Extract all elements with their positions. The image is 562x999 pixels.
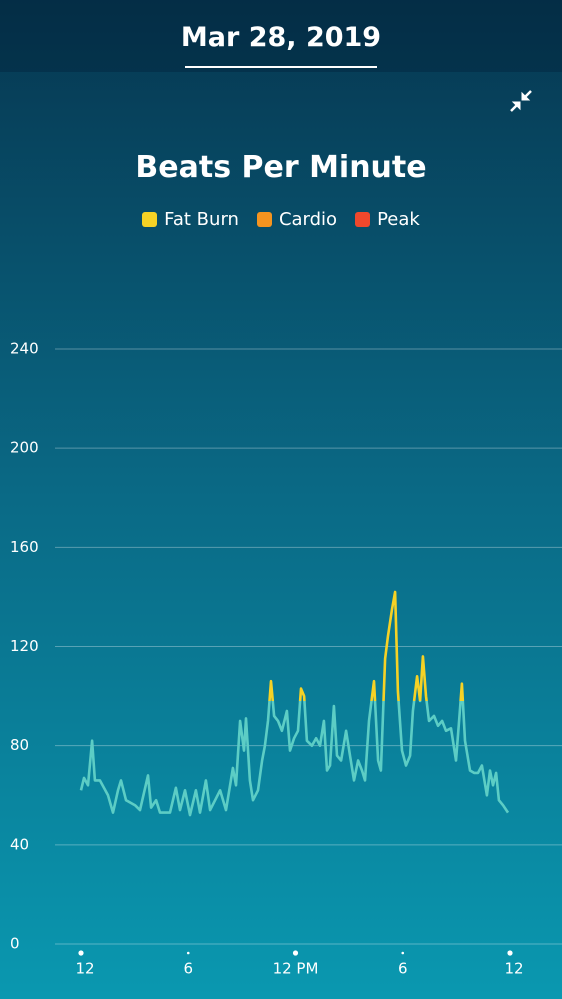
date-underline (185, 66, 377, 68)
legend-item: Fat Burn (142, 209, 239, 230)
legend-item: Peak (355, 209, 420, 230)
legend-label: Peak (377, 209, 420, 230)
x-tick-label: 6 (398, 960, 408, 978)
x-tick-dot (401, 951, 405, 955)
legend-swatch (142, 212, 158, 227)
y-tick-label: 80 (10, 736, 29, 754)
x-tick-label: 12 (75, 960, 94, 978)
y-tick-label: 120 (10, 637, 39, 655)
legend-swatch (355, 212, 371, 227)
x-tick-dot (292, 950, 299, 956)
x-tick-label: 12 PM (273, 960, 319, 978)
x-tick-dot (78, 950, 84, 956)
legend: Fat Burn Cardio Peak (0, 209, 562, 230)
y-tick-label: 0 (10, 935, 20, 953)
legend-label: Cardio (278, 209, 338, 230)
y-tick-label: 40 (10, 835, 29, 853)
legend-item: Cardio (256, 209, 338, 230)
top-bar (0, 0, 562, 72)
chart-title: Beats Per Minute (135, 150, 427, 185)
collapse-icon[interactable] (510, 90, 532, 112)
x-tick-label: 12 (504, 960, 523, 978)
date[interactable]: Mar 28, 2019 (180, 22, 382, 53)
legend-swatch (256, 212, 272, 227)
x-tick-dot (507, 950, 513, 956)
heart-rate-line (79, 590, 510, 817)
y-tick-label: 200 (10, 439, 39, 457)
x-tick-dot (186, 951, 190, 955)
legend-label: Fat Burn (164, 209, 239, 230)
y-tick-label: 240 (10, 340, 39, 358)
x-tick-label: 6 (183, 960, 193, 978)
y-tick-label: 160 (10, 538, 39, 556)
